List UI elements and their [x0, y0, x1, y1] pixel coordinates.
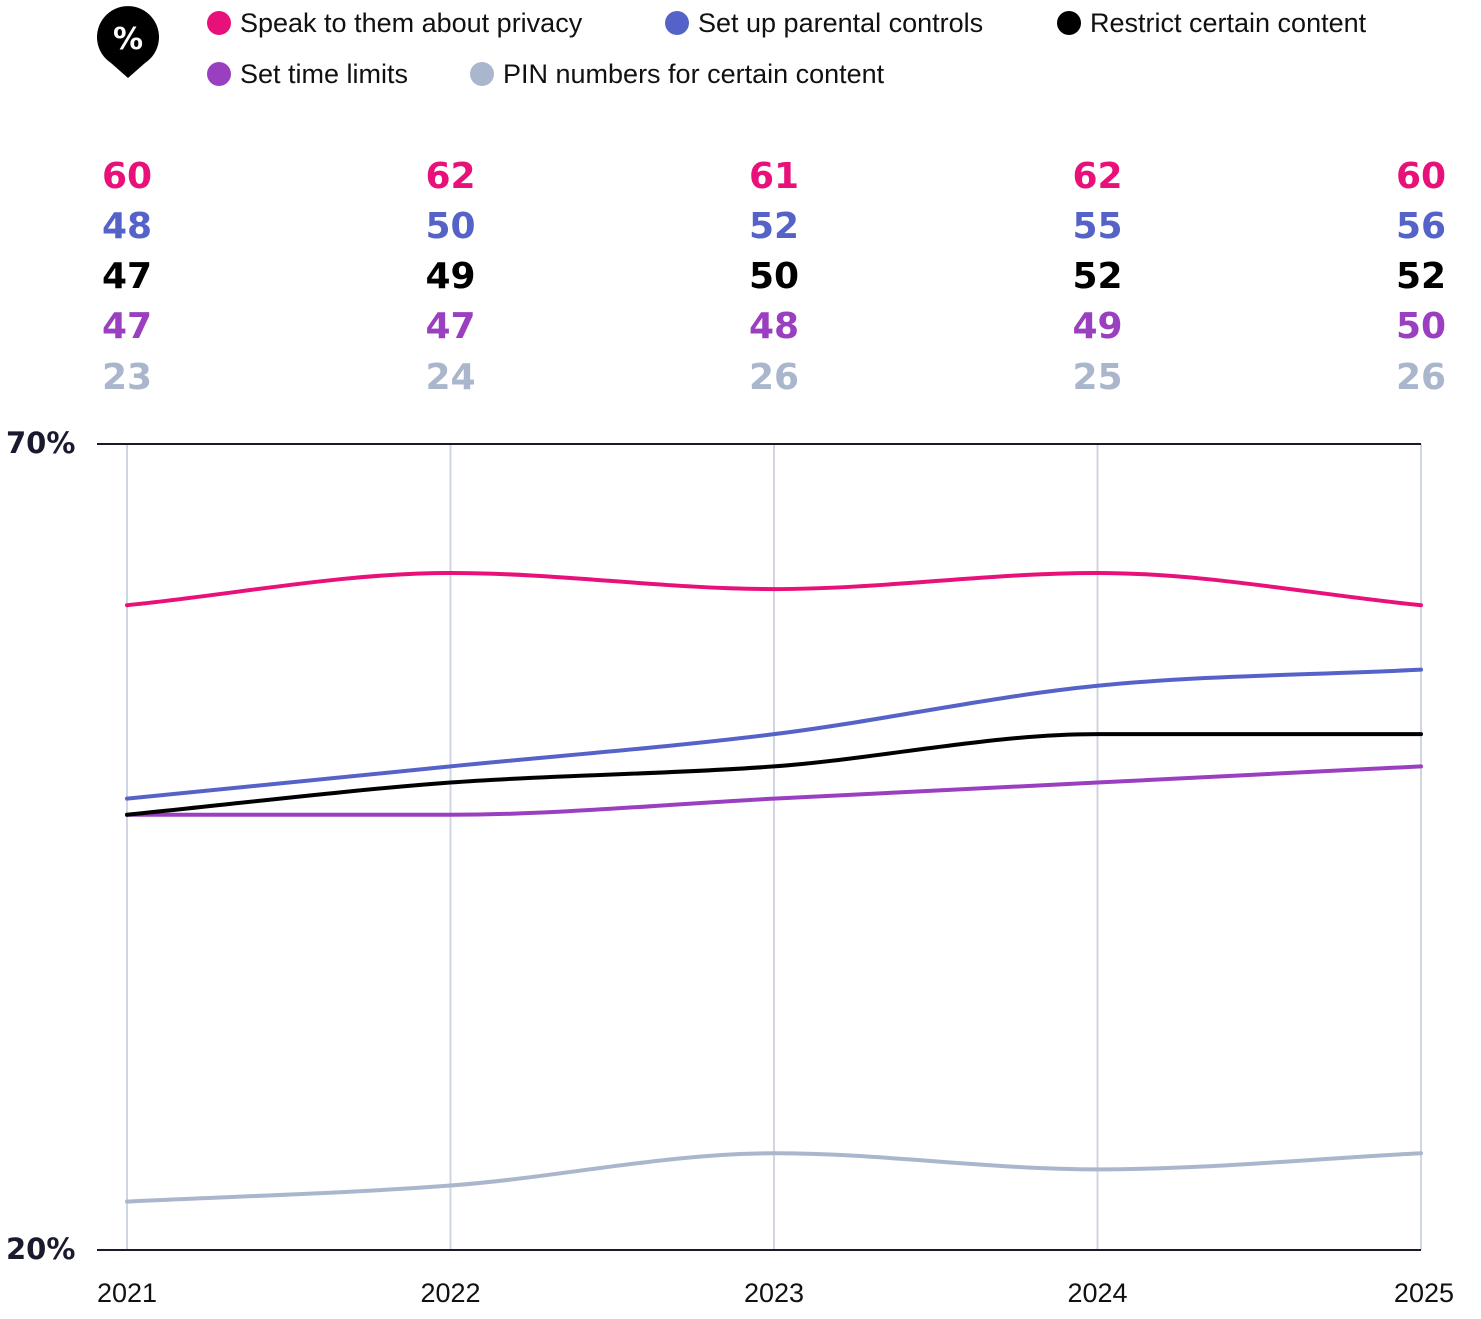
data-value-label: 50 [425, 206, 475, 247]
series-line [125, 570, 1423, 608]
legend-label: PIN numbers for certain content [503, 59, 885, 89]
data-value-label: 23 [102, 357, 152, 398]
series-lines [125, 570, 1423, 1204]
series-line [125, 667, 1423, 801]
data-value-label: 52 [749, 206, 799, 247]
percent-badge: % [97, 6, 159, 78]
x-tick-labels: 2021 2022 2023 2024 2025 [97, 1278, 1454, 1308]
data-value-label: 47 [102, 256, 152, 297]
x-tick-label: 2025 [1394, 1278, 1454, 1308]
data-value-label: 56 [1396, 206, 1446, 247]
data-value-label: 26 [1396, 357, 1446, 398]
data-value-label: 60 [1396, 156, 1446, 197]
data-value-label: 62 [425, 156, 475, 197]
legend-item: PIN numbers for certain content [470, 59, 885, 89]
data-value-label: 61 [749, 156, 799, 197]
data-value-label: 50 [749, 256, 799, 297]
data-value-label: 47 [102, 306, 152, 347]
x-tick-label: 2021 [97, 1278, 157, 1308]
value-labels: 60 62 61 62 60 48 50 52 55 56 47 49 50 52 52 47 47 48 49 50… [102, 156, 1446, 398]
data-value-label: 48 [102, 206, 152, 247]
data-value-label: 52 [1072, 256, 1122, 297]
data-value-label: 25 [1072, 357, 1122, 398]
data-value-label: 47 [425, 306, 475, 347]
series-line [125, 764, 1423, 817]
legend-item: Set time limits [207, 59, 408, 89]
legend-label: Speak to them about privacy [240, 8, 583, 38]
legend-dot-icon [207, 11, 231, 35]
data-value-label: 49 [1072, 306, 1122, 347]
data-value-label: 62 [1072, 156, 1122, 197]
legend-dot-icon [665, 11, 689, 35]
data-value-label: 49 [425, 256, 475, 297]
data-value-label: 55 [1072, 206, 1122, 247]
gridlines [126, 444, 1422, 1250]
legend-label: Restrict certain content [1090, 8, 1367, 38]
y-axis-min-label: 20% [6, 1232, 75, 1266]
data-value-label: 26 [749, 357, 799, 398]
legend-item: Restrict certain content [1057, 8, 1367, 38]
legend-item: Speak to them about privacy [207, 8, 583, 38]
x-tick-label: 2022 [420, 1278, 480, 1308]
legend: Speak to them about privacy Set up parent… [207, 8, 1367, 89]
legend-label: Set time limits [240, 59, 408, 89]
y-axis-max-label: 70% [6, 426, 75, 460]
legend-label: Set up parental controls [698, 8, 983, 38]
legend-dot-icon [470, 62, 494, 86]
legend-dot-icon [1057, 11, 1081, 35]
data-value-label: 48 [749, 306, 799, 347]
data-value-label: 50 [1396, 306, 1446, 347]
data-value-label: 60 [102, 156, 152, 197]
percent-pin-icon [97, 6, 159, 78]
legend-dot-icon [207, 62, 231, 86]
series-line [125, 732, 1423, 817]
x-tick-label: 2023 [744, 1278, 804, 1308]
axes: 70% 20% [6, 426, 1421, 1266]
badge-symbol: % [113, 22, 143, 57]
legend-item: Set up parental controls [665, 8, 983, 38]
x-tick-label: 2024 [1067, 1278, 1127, 1308]
data-value-label: 52 [1396, 256, 1446, 297]
series-line [125, 1151, 1423, 1204]
data-value-label: 24 [425, 357, 475, 398]
